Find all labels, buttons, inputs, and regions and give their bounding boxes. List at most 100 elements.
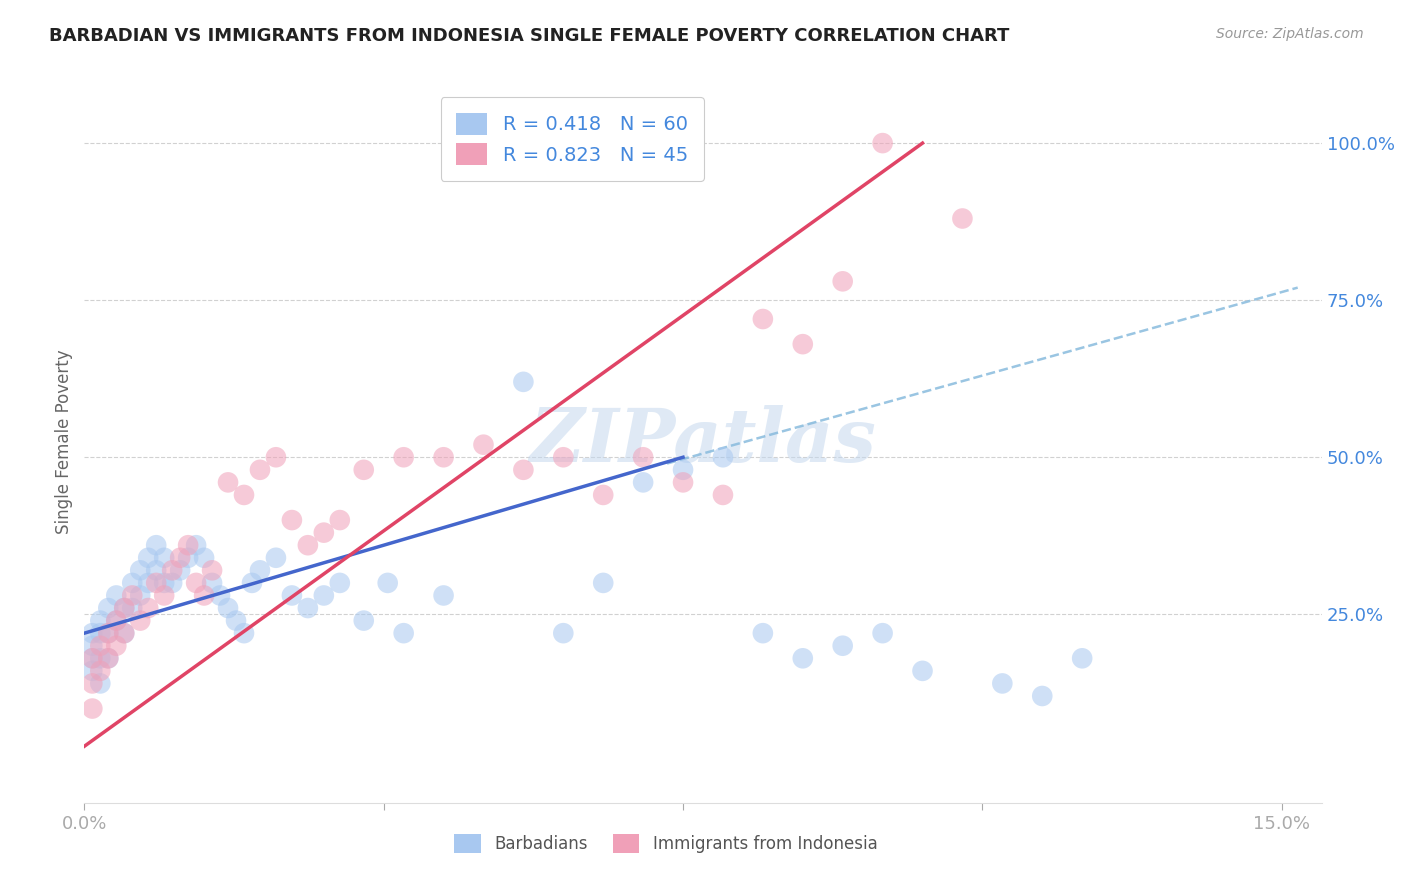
- Point: [97, 651, 120, 665]
- Point: [97, 601, 120, 615]
- Point: [240, 575, 263, 590]
- Point: [105, 639, 128, 653]
- Text: Source: ZipAtlas.com: Source: ZipAtlas.com: [1216, 27, 1364, 41]
- Point: [136, 550, 159, 565]
- Point: [329, 575, 352, 590]
- Point: [129, 589, 152, 603]
- Y-axis label: Single Female Poverty: Single Female Poverty: [55, 350, 73, 533]
- Point: [392, 626, 415, 640]
- Point: [193, 589, 215, 603]
- Point: [105, 589, 128, 603]
- Point: [631, 475, 654, 490]
- Point: [82, 626, 104, 640]
- Point: [169, 550, 191, 565]
- Point: [145, 575, 167, 590]
- Point: [831, 639, 853, 653]
- Point: [89, 639, 111, 653]
- Point: [177, 538, 200, 552]
- Point: [184, 538, 207, 552]
- Point: [82, 651, 104, 665]
- Point: [193, 550, 215, 565]
- Point: [129, 614, 152, 628]
- Point: [312, 589, 335, 603]
- Point: [312, 525, 335, 540]
- Text: BARBADIAN VS IMMIGRANTS FROM INDONESIA SINGLE FEMALE POVERTY CORRELATION CHART: BARBADIAN VS IMMIGRANTS FROM INDONESIA S…: [49, 27, 1010, 45]
- Point: [592, 575, 614, 590]
- Point: [145, 538, 167, 552]
- Point: [711, 450, 734, 465]
- Point: [121, 575, 143, 590]
- Point: [177, 550, 200, 565]
- Point: [217, 475, 239, 490]
- Point: [991, 676, 1014, 690]
- Point: [249, 563, 271, 577]
- Point: [512, 375, 534, 389]
- Point: [112, 601, 135, 615]
- Point: [472, 438, 495, 452]
- Point: [121, 589, 143, 603]
- Point: [121, 601, 143, 615]
- Point: [911, 664, 934, 678]
- Point: [112, 601, 135, 615]
- Point: [512, 463, 534, 477]
- Point: [792, 651, 814, 665]
- Point: [752, 312, 775, 326]
- Point: [105, 614, 128, 628]
- Point: [432, 589, 454, 603]
- Point: [89, 676, 111, 690]
- Point: [201, 563, 224, 577]
- Point: [153, 575, 176, 590]
- Point: [136, 601, 159, 615]
- Point: [353, 614, 375, 628]
- Point: [97, 651, 120, 665]
- Point: [153, 550, 176, 565]
- Text: ZIPatlas: ZIPatlas: [530, 405, 876, 478]
- Point: [89, 664, 111, 678]
- Point: [952, 211, 974, 226]
- Point: [160, 575, 183, 590]
- Legend: Barbadians, Immigrants from Indonesia: Barbadians, Immigrants from Indonesia: [447, 827, 884, 860]
- Point: [225, 614, 247, 628]
- Point: [82, 664, 104, 678]
- Point: [112, 626, 135, 640]
- Point: [592, 488, 614, 502]
- Point: [872, 626, 894, 640]
- Point: [377, 575, 399, 590]
- Point: [112, 626, 135, 640]
- Point: [136, 575, 159, 590]
- Point: [217, 601, 239, 615]
- Point: [329, 513, 352, 527]
- Point: [831, 274, 853, 288]
- Point: [209, 589, 232, 603]
- Point: [249, 463, 271, 477]
- Point: [82, 639, 104, 653]
- Point: [153, 589, 176, 603]
- Point: [353, 463, 375, 477]
- Point: [169, 563, 191, 577]
- Point: [281, 589, 304, 603]
- Point: [89, 626, 111, 640]
- Point: [752, 626, 775, 640]
- Point: [89, 614, 111, 628]
- Point: [145, 563, 167, 577]
- Point: [553, 626, 575, 640]
- Point: [711, 488, 734, 502]
- Point: [672, 475, 695, 490]
- Point: [297, 538, 319, 552]
- Point: [97, 626, 120, 640]
- Point: [184, 575, 207, 590]
- Point: [97, 626, 120, 640]
- Point: [392, 450, 415, 465]
- Point: [672, 463, 695, 477]
- Point: [1031, 689, 1053, 703]
- Point: [82, 651, 104, 665]
- Point: [233, 488, 256, 502]
- Point: [432, 450, 454, 465]
- Point: [89, 651, 111, 665]
- Point: [281, 513, 304, 527]
- Point: [82, 676, 104, 690]
- Point: [264, 450, 287, 465]
- Point: [264, 550, 287, 565]
- Point: [82, 701, 104, 715]
- Point: [297, 601, 319, 615]
